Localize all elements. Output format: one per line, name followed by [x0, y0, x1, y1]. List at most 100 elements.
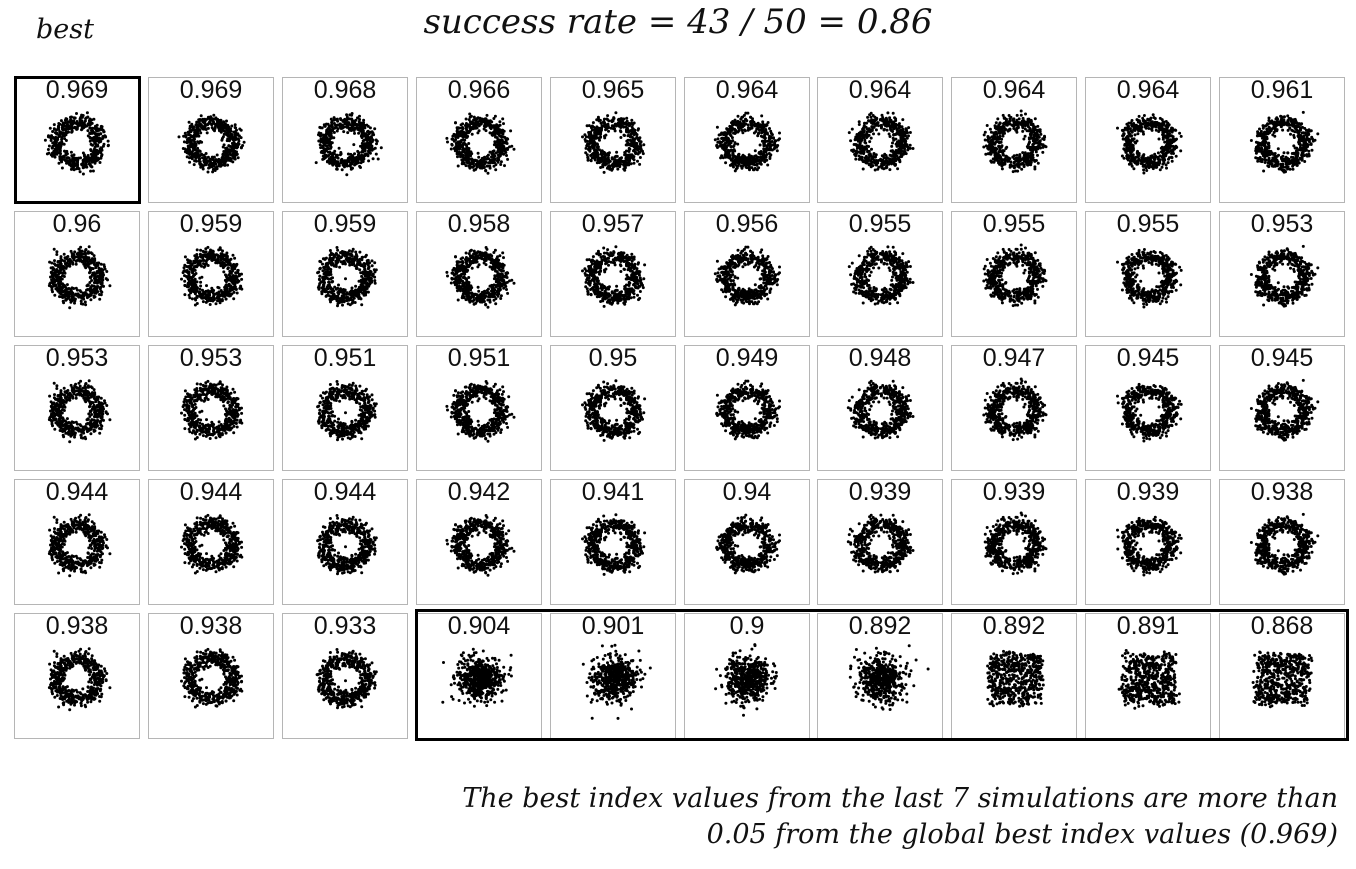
scatter-point	[764, 147, 768, 151]
scatter-point	[1167, 146, 1171, 150]
scatter-point	[479, 119, 483, 123]
scatter-point	[863, 145, 867, 149]
scatter-point	[230, 124, 234, 128]
scatter-point	[319, 132, 323, 135]
scatter-point	[755, 163, 759, 167]
scatter-point	[740, 165, 744, 169]
scatter-point	[207, 163, 211, 167]
scatter-point	[220, 137, 224, 140]
scatter-point	[1307, 149, 1311, 153]
scatter-point	[350, 157, 353, 160]
scatter-point	[341, 124, 345, 127]
scatter-point	[769, 131, 773, 135]
scatter-point	[476, 151, 480, 155]
scatter-point	[55, 128, 58, 132]
scatter-point	[1179, 149, 1183, 153]
scatter-point	[589, 138, 592, 142]
scatter-point	[1042, 138, 1046, 141]
scatter-point	[361, 155, 365, 159]
scatter-point	[733, 155, 737, 159]
scatter-point	[188, 140, 192, 144]
scatter-point	[1031, 139, 1035, 143]
scatter-point	[775, 149, 779, 153]
scatter-point	[1165, 166, 1168, 170]
scatter-point	[87, 156, 91, 160]
scatter-point	[728, 149, 732, 153]
scatter-point	[890, 157, 894, 161]
scatter-point	[185, 141, 189, 145]
scatter-point	[1162, 156, 1166, 160]
scatter-point	[75, 125, 79, 129]
scatter-point	[215, 123, 219, 127]
scatter-point	[1034, 145, 1038, 149]
scatter-point	[891, 150, 895, 154]
scatter-point	[1027, 125, 1030, 129]
scatter-point	[197, 157, 201, 161]
scatter-point	[373, 127, 377, 131]
scatter-point	[461, 126, 464, 129]
scatter-point	[493, 132, 497, 136]
scatter-point	[773, 144, 777, 148]
scatter-point	[865, 130, 869, 134]
scatter-point	[887, 132, 891, 136]
scatter-point	[485, 113, 489, 117]
scatter-point	[501, 117, 505, 121]
scatter-point	[618, 157, 622, 160]
scatter-point	[484, 118, 487, 121]
scatter-point	[728, 126, 732, 129]
scatter-point	[894, 137, 898, 141]
scatter-point	[57, 161, 61, 165]
scatter-point	[370, 136, 373, 139]
scatter-point	[986, 138, 989, 142]
scatter-point	[854, 137, 858, 141]
scatter-point	[1036, 161, 1040, 165]
scatter-point	[1027, 143, 1030, 146]
scatter-point	[72, 161, 75, 165]
scatter-plot	[713, 111, 781, 173]
scatter-point	[1158, 116, 1162, 120]
scatter-point	[1005, 123, 1008, 127]
scatter-point	[1137, 153, 1141, 157]
scatter-point	[1286, 114, 1290, 118]
scatter-point	[891, 161, 895, 165]
scatter-point	[886, 111, 890, 115]
scatter-point	[183, 131, 187, 135]
scatter-point	[1161, 148, 1165, 152]
scatter-point	[750, 126, 754, 130]
scatter-point	[456, 155, 459, 159]
scatter-point	[870, 147, 873, 151]
scatter-point	[192, 125, 196, 129]
scatter-point	[586, 142, 589, 146]
scatter-point	[92, 139, 96, 143]
scatter-point	[72, 120, 75, 123]
scatter-point	[897, 139, 901, 143]
scatter-point	[467, 142, 471, 145]
scatter-point	[236, 156, 240, 160]
scatter-point	[187, 120, 191, 124]
scatter-point	[893, 133, 897, 136]
scatter-point	[1132, 167, 1136, 171]
scatter-point	[350, 124, 354, 128]
scatter-point	[908, 146, 912, 150]
scatter-point	[761, 154, 765, 158]
scatter-point	[995, 132, 999, 136]
scatter-point	[1134, 125, 1138, 129]
scatter-point	[75, 156, 78, 160]
scatter-point	[739, 125, 742, 129]
scatter-point	[106, 144, 110, 148]
scatter-point	[852, 143, 856, 146]
scatter-point	[1167, 150, 1171, 154]
scatter-point	[88, 135, 92, 139]
scatter-point	[984, 144, 988, 148]
scatter-point	[82, 159, 86, 163]
scatter-point	[188, 127, 192, 130]
scatter-point	[982, 133, 986, 137]
scatter-point	[757, 131, 761, 135]
scatter-point	[197, 124, 201, 128]
scatter-point	[1024, 158, 1028, 162]
scatter-point	[623, 151, 627, 155]
scatter-point	[197, 159, 201, 163]
scatter-point	[765, 131, 769, 135]
scatter-point	[464, 143, 468, 147]
scatter-point	[493, 127, 497, 131]
